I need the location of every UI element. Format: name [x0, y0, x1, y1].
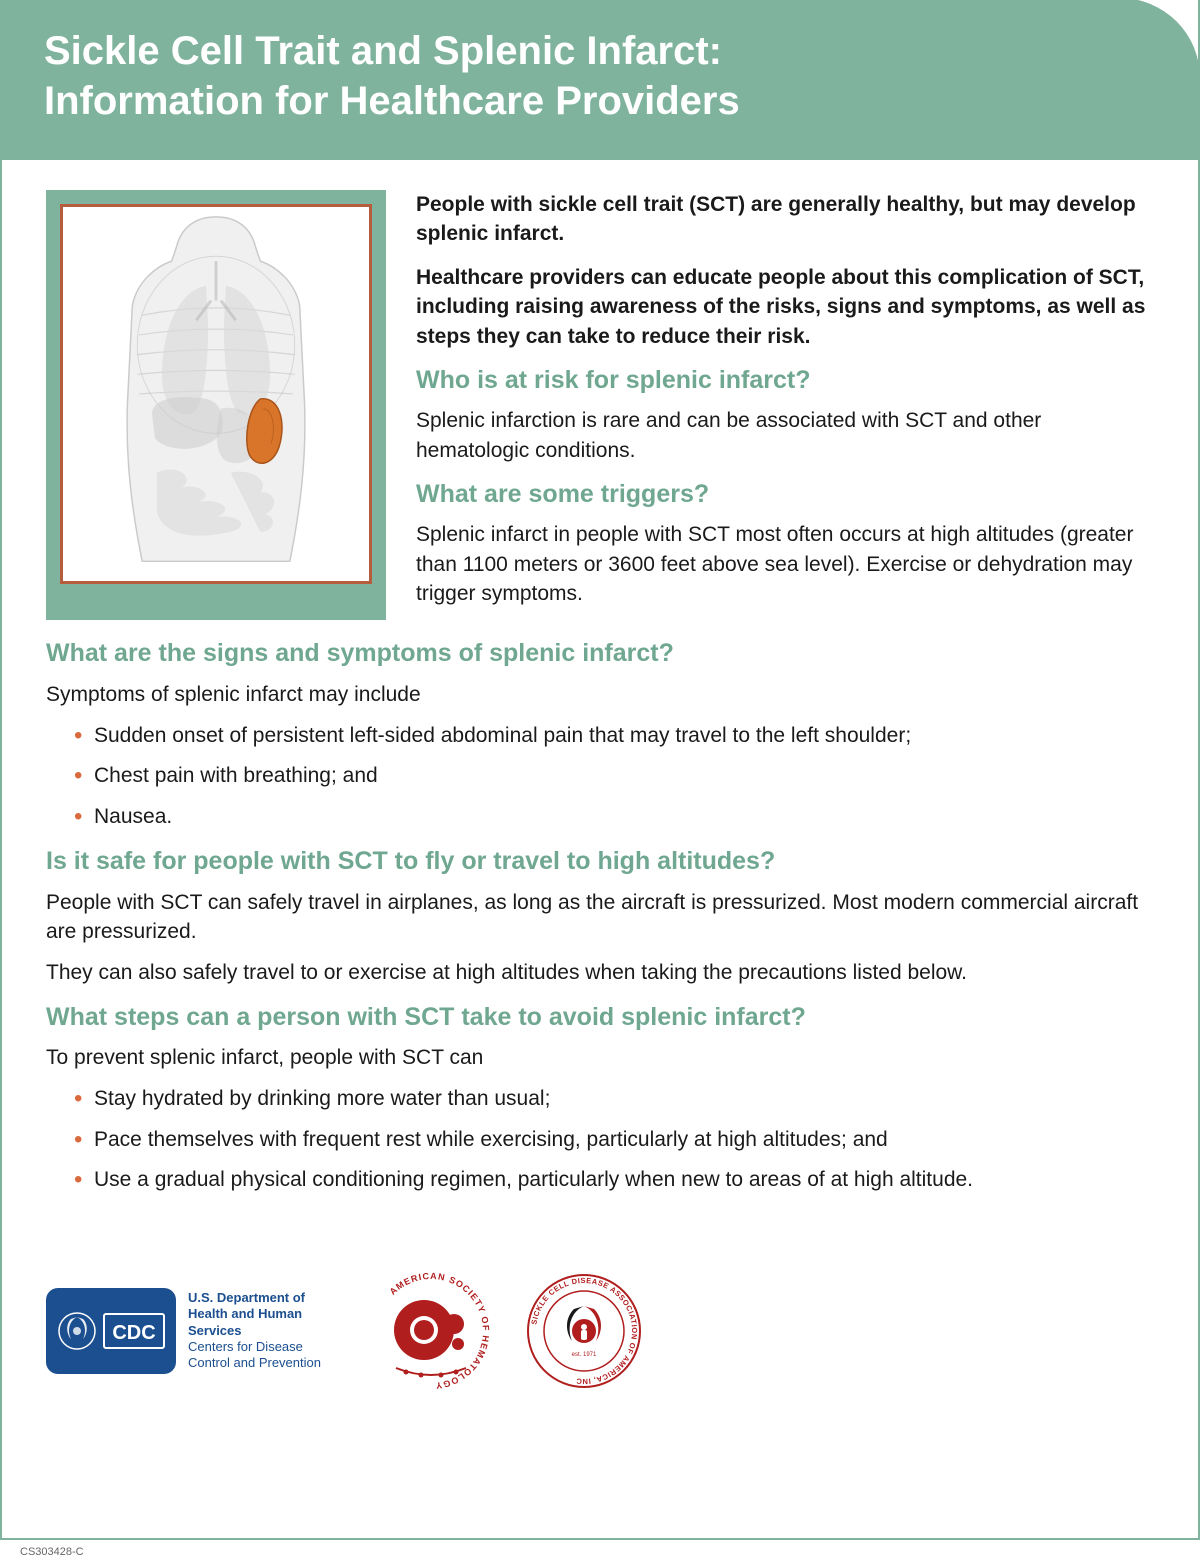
- intro-paragraph-1: People with sickle cell trait (SCT) are …: [416, 190, 1154, 249]
- document-page: Sickle Cell Trait and Splenic Infarct: I…: [0, 0, 1200, 1540]
- title-line-2: Information for Healthcare Providers: [44, 79, 740, 123]
- content-area: People with sickle cell trait (SCT) are …: [2, 162, 1198, 1196]
- footer-logos: CDC U.S. Department of Health and Human …: [2, 1236, 1198, 1396]
- list-item: Stay hydrated by drinking more water tha…: [74, 1084, 1154, 1114]
- list-item: Sudden onset of persistent left-sided ab…: [74, 721, 1154, 751]
- body-travel-1: People with SCT can safely travel in air…: [46, 888, 1154, 947]
- heading-travel: Is it safe for people with SCT to fly or…: [46, 846, 1154, 877]
- cdc-badge-icon: CDC: [46, 1288, 176, 1374]
- list-item: Pace themselves with frequent rest while…: [74, 1125, 1154, 1155]
- lead-prevention: To prevent splenic infarct, people with …: [46, 1043, 1154, 1072]
- page-title: Sickle Cell Trait and Splenic Infarct: I…: [44, 26, 1156, 126]
- heading-symptoms: What are the signs and symptoms of splen…: [46, 638, 1154, 669]
- cdc-label: CDC: [112, 1322, 155, 1344]
- torso-illustration-icon: [63, 207, 369, 581]
- list-item: Nausea.: [74, 802, 1154, 832]
- lead-symptoms: Symptoms of splenic infarct may include: [46, 680, 1154, 709]
- scd-logo-icon: SICKLE CELL DISEASE ASSOCIATION OF AMERI…: [524, 1271, 644, 1391]
- body-travel-2: They can also safely travel to or exerci…: [46, 958, 1154, 987]
- symptoms-list: Sudden onset of persistent left-sided ab…: [74, 721, 1154, 832]
- heading-triggers: What are some triggers?: [416, 479, 1154, 510]
- document-code: CS303428-C: [0, 1540, 1200, 1558]
- hhs-seal-icon: [57, 1311, 97, 1351]
- body-risk: Splenic infarction is rare and can be as…: [416, 406, 1154, 465]
- list-item: Use a gradual physical conditioning regi…: [74, 1165, 1154, 1195]
- intro-column: People with sickle cell trait (SCT) are …: [416, 190, 1154, 620]
- ash-logo-icon: AMERICAN SOCIETY OF HEMATOLOGY: [366, 1266, 496, 1396]
- heading-prevention: What steps can a person with SCT take to…: [46, 1002, 1154, 1033]
- hhs-line-4: Control and Prevention: [188, 1355, 338, 1371]
- hhs-line-3: Centers for Disease: [188, 1339, 338, 1355]
- hhs-text: U.S. Department of Health and Human Serv…: [188, 1290, 338, 1371]
- cdc-logo-block: CDC U.S. Department of Health and Human …: [46, 1288, 338, 1374]
- cdc-wordmark-icon: CDC: [103, 1313, 165, 1349]
- body-triggers: Splenic infarct in people with SCT most …: [416, 520, 1154, 608]
- title-banner: Sickle Cell Trait and Splenic Infarct: I…: [0, 0, 1200, 160]
- hhs-line-1: U.S. Department of: [188, 1290, 338, 1306]
- prevention-list: Stay hydrated by drinking more water tha…: [74, 1084, 1154, 1195]
- list-item: Chest pain with breathing; and: [74, 761, 1154, 791]
- heading-risk: Who is at risk for splenic infarct?: [416, 365, 1154, 396]
- title-line-1: Sickle Cell Trait and Splenic Infarct:: [44, 29, 722, 73]
- hhs-line-2: Health and Human Services: [188, 1306, 338, 1339]
- anatomy-image-frame: [46, 190, 386, 620]
- top-row: People with sickle cell trait (SCT) are …: [46, 190, 1154, 620]
- intro-paragraph-2: Healthcare providers can educate people …: [416, 263, 1154, 351]
- anatomy-image: [60, 204, 372, 584]
- scd-est: est. 1971: [572, 1352, 597, 1358]
